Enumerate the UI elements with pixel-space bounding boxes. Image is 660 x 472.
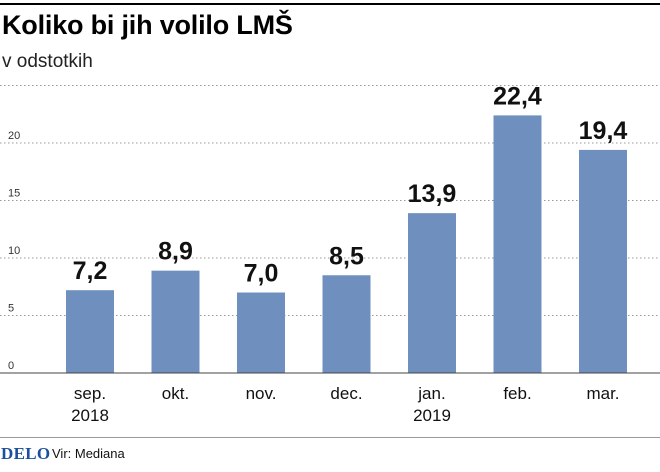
bar-value-label: 8,9 (158, 238, 193, 266)
bar-value-label: 19,4 (579, 117, 628, 145)
bar (237, 292, 285, 373)
bar (493, 115, 542, 374)
bar (66, 290, 114, 373)
bar-value-label: 7,0 (244, 260, 279, 288)
bar (408, 213, 456, 373)
chart-title: Koliko bi jih volilo LMŠ (2, 10, 293, 40)
delo-logo: DELO (1, 444, 51, 463)
bar (151, 270, 200, 373)
y-tick-label: 10 (8, 245, 20, 257)
bar-value-label: 7,2 (73, 257, 108, 285)
source-note: Vir: Mediana (52, 446, 125, 461)
bar (322, 275, 371, 373)
bar (579, 149, 627, 373)
x-tick-label: sep. (74, 384, 106, 403)
x-tick-label: dec. (330, 384, 362, 403)
bar-value-label: 8,5 (329, 242, 364, 270)
x-tick-label: nov. (246, 384, 277, 403)
y-tick-label: 5 (8, 303, 14, 315)
bar-value-label: 13,9 (408, 180, 457, 208)
x-tick-label: okt. (162, 384, 189, 403)
y-tick-label: 0 (8, 360, 14, 372)
top-rule (0, 3, 660, 5)
chart-subtitle: v odstotkih (2, 51, 93, 72)
x-tick-label: mar. (586, 384, 619, 403)
x-tick-label: feb. (503, 384, 531, 403)
x-tick-label: 2018 (71, 406, 109, 425)
y-tick-label: 15 (8, 188, 20, 200)
bar-value-label: 22,4 (493, 82, 542, 110)
x-tick-label: 2019 (413, 406, 451, 425)
y-tick-label: 20 (8, 130, 20, 142)
x-tick-label: jan. (417, 384, 445, 403)
footer-rule (0, 437, 660, 438)
